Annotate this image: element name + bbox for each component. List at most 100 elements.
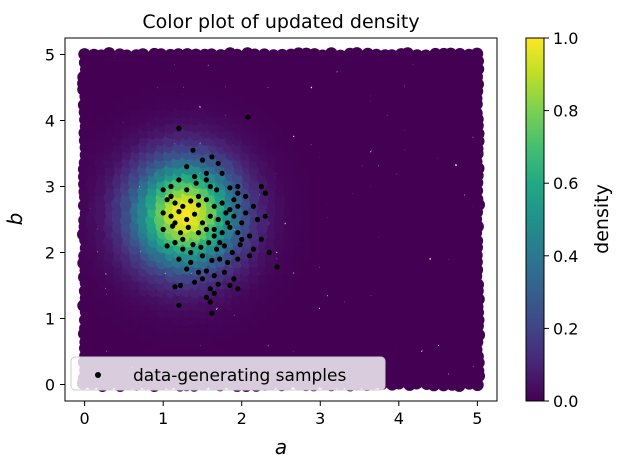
sample-point: [239, 220, 245, 226]
sample-point: [168, 183, 174, 190]
density-cell: [410, 49, 424, 62]
sample-point: [225, 259, 231, 265]
x-tick-label: 3: [315, 409, 325, 428]
sample-point: [221, 269, 227, 275]
density-cell: [266, 293, 279, 306]
x-tick-label: 1: [158, 409, 168, 428]
sample-point: [217, 240, 223, 246]
sample-point: [176, 302, 182, 308]
density-cell: [351, 164, 364, 177]
sample-point: [195, 193, 202, 199]
sample-point: [229, 249, 235, 256]
sample-point: [203, 268, 209, 274]
density-cell: [427, 157, 441, 170]
sample-point: [235, 183, 241, 190]
density-cell: [102, 47, 116, 60]
sample-point: [219, 230, 225, 236]
sample-point: [243, 193, 249, 199]
sample-point: [258, 236, 264, 242]
density-cell: [283, 135, 296, 148]
sample-point: [176, 177, 182, 183]
sample-point: [235, 203, 241, 209]
density-cell: [223, 56, 236, 69]
sample-point: [192, 174, 198, 180]
sample-point: [250, 246, 257, 252]
legend-marker: [95, 372, 101, 378]
sample-point: [172, 284, 178, 290]
density-cell: [258, 48, 271, 61]
sample-point: [211, 203, 217, 209]
y-tick-label: 0: [45, 376, 55, 395]
sample-point: [258, 183, 264, 190]
sample-point: [211, 233, 217, 239]
sample-point: [211, 290, 217, 296]
sample-point: [188, 259, 194, 265]
sample-point: [207, 213, 213, 219]
sample-point: [195, 230, 202, 236]
sample-point: [190, 147, 196, 153]
density-cell: [368, 236, 381, 249]
density-cell: [230, 48, 244, 62]
colorbar-tick-label: 0.6: [553, 174, 578, 193]
sample-point: [243, 210, 249, 216]
sample-point: [215, 160, 221, 166]
density-cell: [120, 49, 133, 62]
colorbar-tick-label: 0.0: [553, 392, 578, 411]
density-cell: [214, 49, 228, 62]
sample-point: [192, 279, 198, 285]
x-tick-label: 2: [237, 409, 247, 428]
sample-point: [215, 216, 221, 223]
density-cell: [316, 293, 329, 306]
density-cell: [444, 328, 457, 341]
legend: data-generating samples: [70, 356, 386, 391]
colorbar-title: density: [591, 184, 613, 254]
colorbar: 0.0 0.2 0.4 0.6 0.8 1.0 density: [525, 29, 613, 411]
colorbar-tick-label: 1.0: [553, 29, 578, 48]
density-cell: [128, 185, 141, 198]
sample-point: [207, 286, 213, 292]
density-cell: [154, 48, 168, 61]
sample-point: [245, 114, 251, 120]
density-cell: [470, 106, 483, 120]
sample-point: [214, 246, 220, 252]
colorbar-gradient: [525, 37, 545, 402]
sample-point: [184, 216, 190, 223]
plot-area: [64, 37, 498, 402]
sample-point: [172, 200, 178, 206]
density-cell: [401, 47, 414, 60]
sample-point: [266, 249, 272, 256]
density-cell: [78, 48, 91, 61]
sample-point: [199, 276, 206, 282]
sample-point: [262, 190, 268, 196]
sample-point: [219, 170, 225, 176]
density-cell: [470, 47, 484, 60]
sample-point: [195, 202, 202, 208]
sample-point: [247, 233, 253, 239]
sample-point: [172, 220, 178, 226]
density-cell: [453, 48, 467, 61]
sample-point: [217, 256, 223, 262]
colorbar-tick-label: 0.8: [553, 102, 578, 121]
sample-point: [211, 226, 217, 232]
sample-point: [227, 185, 233, 191]
density-cell: [367, 164, 380, 177]
sample-point: [203, 170, 209, 176]
y-axis-title: b: [3, 213, 27, 226]
density-cell: [326, 200, 340, 213]
sample-point: [231, 213, 237, 219]
density-cell: [444, 56, 457, 69]
sample-point: [198, 244, 204, 250]
sample-point: [262, 213, 268, 219]
density-cell: [316, 214, 329, 227]
density-grid: [76, 47, 486, 392]
x-tick-label: 0: [80, 409, 90, 428]
x-tick-label: 4: [394, 409, 404, 428]
sample-point: [164, 197, 170, 203]
density-cell: [418, 256, 431, 270]
sample-point: [168, 213, 174, 219]
sample-point: [203, 177, 209, 183]
sample-point: [192, 211, 198, 217]
x-axis: 0 1 2 3 4 5: [80, 401, 482, 428]
y-axis: 0 1 2 3 4 5: [45, 46, 65, 395]
sample-point: [184, 266, 190, 272]
